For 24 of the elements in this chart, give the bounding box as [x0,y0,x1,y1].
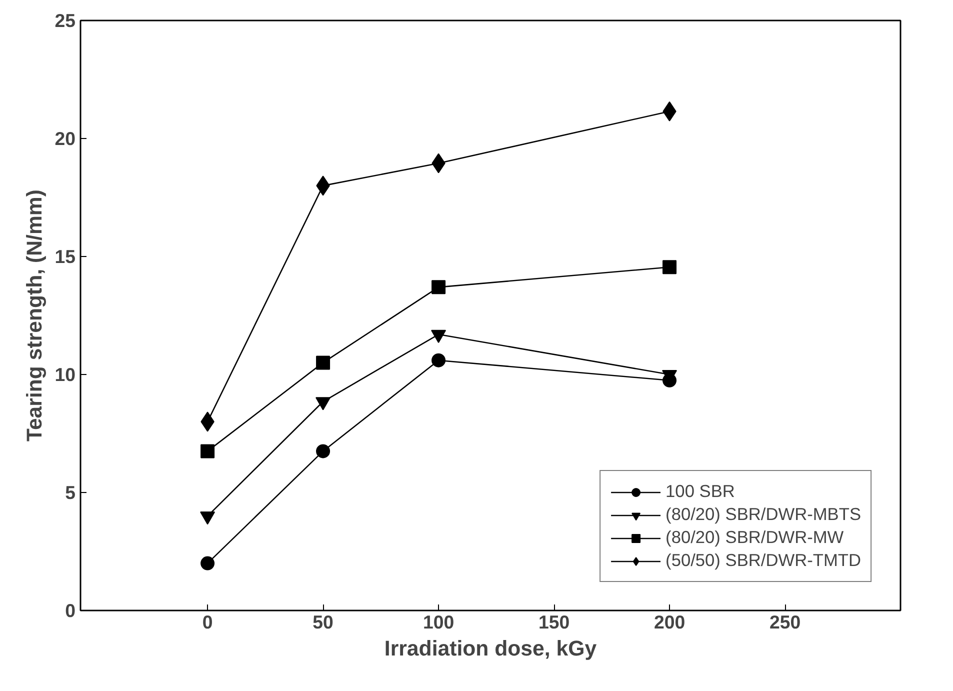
point [432,353,446,368]
point [316,356,330,370]
point [200,444,215,458]
x-tick-label: 100 [422,612,454,632]
x-tick-label: 200 [654,612,686,632]
y-tick-label: 5 [65,482,76,503]
legend-label: (50/50) SBR/DWR-TMTD [666,550,861,571]
legend-label: 100 SBR [666,481,735,502]
y-tick-label: 15 [54,246,76,267]
x-tick-label: 150 [538,612,570,632]
x-tick-label: 50 [312,612,334,632]
legend-label: (80/20) SBR/DWR-MW [666,527,844,548]
x-tick-label: 0 [202,612,213,632]
point [432,280,446,294]
point [200,556,215,570]
point [662,260,677,274]
y-axis-title: Tearing strength, (N/mm) [22,189,47,442]
x-tick-label: 250 [769,612,801,632]
legend-label: (80/20) SBR/DWR-MBTS [666,504,861,525]
y-tick-label: 25 [54,10,76,31]
point [316,444,330,458]
y-tick-label: 20 [54,128,76,149]
x-axis-title: Irradiation dose, kGy [384,636,597,660]
y-tick-label: 10 [54,364,76,385]
